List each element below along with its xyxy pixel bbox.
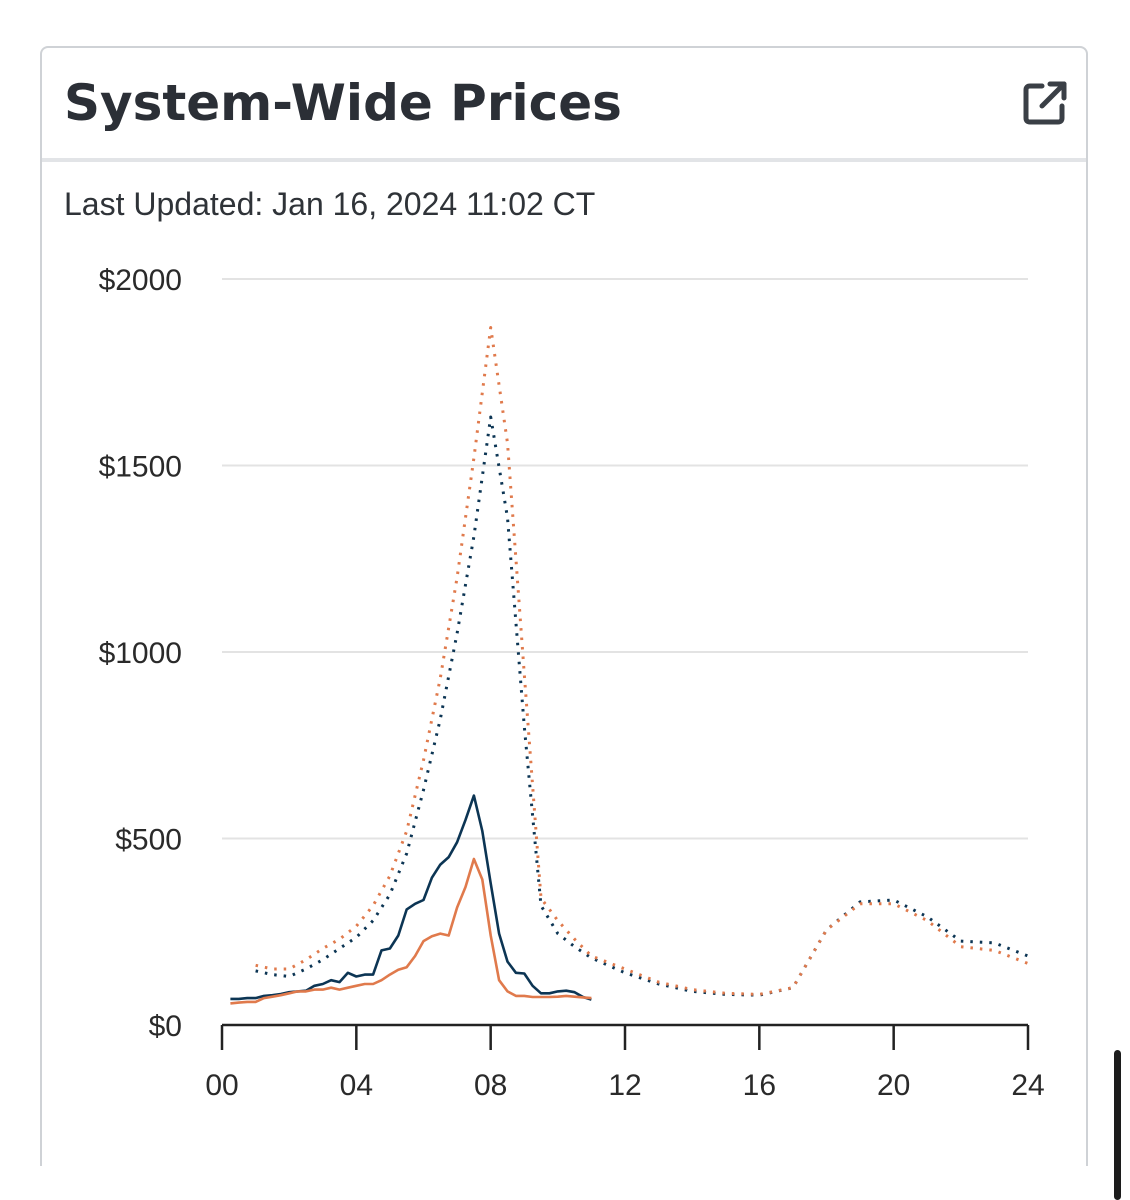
y-tick-label: $0: [149, 1010, 182, 1043]
system-wide-prices-card: System-Wide Prices Last Updated: Jan 16,…: [40, 46, 1088, 1166]
y-tick-label: $500: [115, 824, 182, 857]
external-link-icon[interactable]: [1022, 80, 1068, 126]
card-title: System-Wide Prices: [64, 74, 622, 132]
y-tick-label: $1000: [99, 637, 182, 670]
forecast-line-orange: [255, 326, 1029, 996]
card-header: System-Wide Prices: [42, 48, 1086, 162]
x-tick-label: 00: [205, 1069, 238, 1102]
x-tick-label: 24: [1011, 1069, 1044, 1102]
actual-line-orange: [230, 857, 592, 1005]
x-tick-label: 04: [340, 1069, 373, 1102]
x-tick-label: 16: [743, 1069, 776, 1102]
y-tick-label: $1500: [99, 451, 182, 484]
x-tick-label: 12: [608, 1069, 641, 1102]
scrollbar[interactable]: [1114, 1050, 1121, 1200]
external-link-icon-svg: [1023, 81, 1067, 125]
x-tick-label: 08: [474, 1069, 507, 1102]
x-tick-label: 20: [877, 1069, 910, 1102]
y-tick-label: $2000: [99, 264, 182, 297]
forecast-line-navy: [255, 415, 1029, 997]
last-updated-text: Last Updated: Jan 16, 2024 11:02 CT: [64, 186, 596, 222]
